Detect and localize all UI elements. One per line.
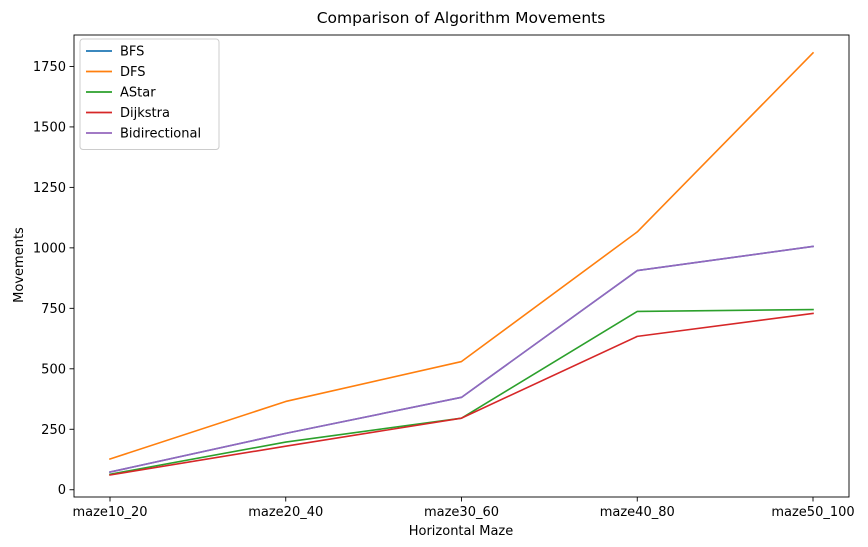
legend-label-astar: AStar [120,86,156,101]
legend-label-dijkstra: Dijkstra [120,106,170,121]
plot-area: 0 250 500 750 1000 1250 1500 1750 maze10_20 maze2… [33,34,855,520]
x-tick-label: maze40_80 [600,505,675,520]
y-tick-label: 0 [58,483,66,498]
y-tick-label: 1000 [33,241,66,256]
y-tick-label: 1250 [33,181,66,196]
series-line-dfs [108,51,815,461]
x-tick-label: maze30_60 [424,505,499,520]
legend-box [79,38,220,150]
series-line-dijkstra [109,312,814,476]
chart-title: Comparison of Algorithm Movements [317,9,606,27]
y-tick-label: 1750 [33,60,66,75]
legend-label-dfs: DFS [120,65,146,80]
legend-label-bidirectional: Bidirectional [120,127,201,142]
y-tick-label: 250 [41,423,66,438]
x-tick-label: maze50_100 [771,505,854,520]
series-line-bidirectional [109,245,814,474]
y-tick-label: 1500 [33,120,66,135]
x-tick-label: maze20_40 [248,505,323,520]
x-tick-label: maze10_20 [72,505,147,520]
x-axis-title: Horizontal Maze [409,524,514,539]
legend-label-bfs: BFS [120,45,144,60]
y-tick-label: 500 [41,362,66,377]
y-axis-title: Movements [12,227,27,303]
legend: BFS DFS AStar Dijkstra Bidirectional [79,38,220,150]
y-tick-label: 750 [41,302,66,317]
